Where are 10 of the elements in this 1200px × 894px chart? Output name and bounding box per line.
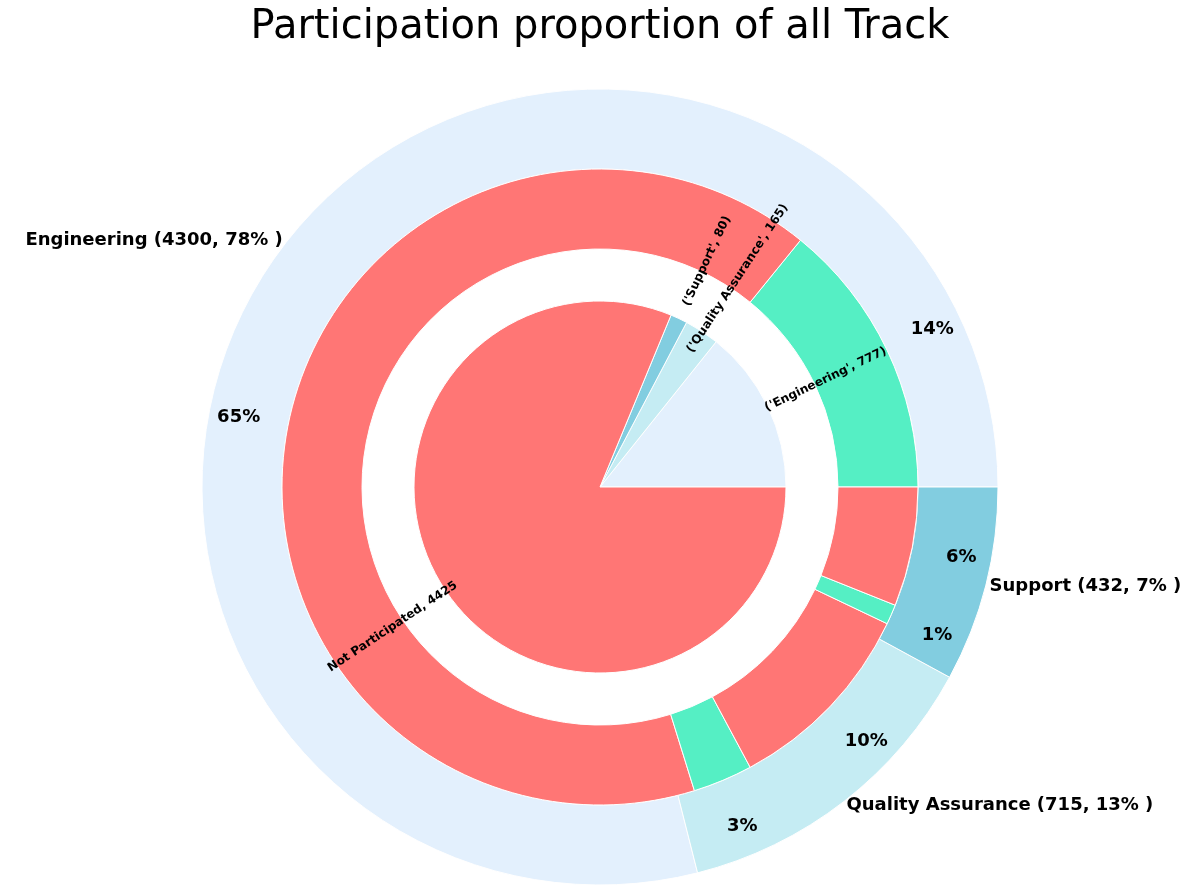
chart-title: Participation proportion of all Track (250, 1, 951, 47)
data-label: 14% (910, 316, 954, 338)
data-label: Support (432, 7% ) (989, 574, 1182, 596)
data-label: Engineering (4300, 78% ) (25, 228, 283, 250)
data-label: 6% (946, 544, 977, 566)
data-label: 3% (726, 814, 758, 836)
data-label: 1% (921, 622, 953, 644)
data-label: 65% (217, 405, 261, 427)
data-label: Quality Assurance (715, 13% ) (846, 792, 1154, 814)
data-label: 10% (844, 728, 888, 750)
